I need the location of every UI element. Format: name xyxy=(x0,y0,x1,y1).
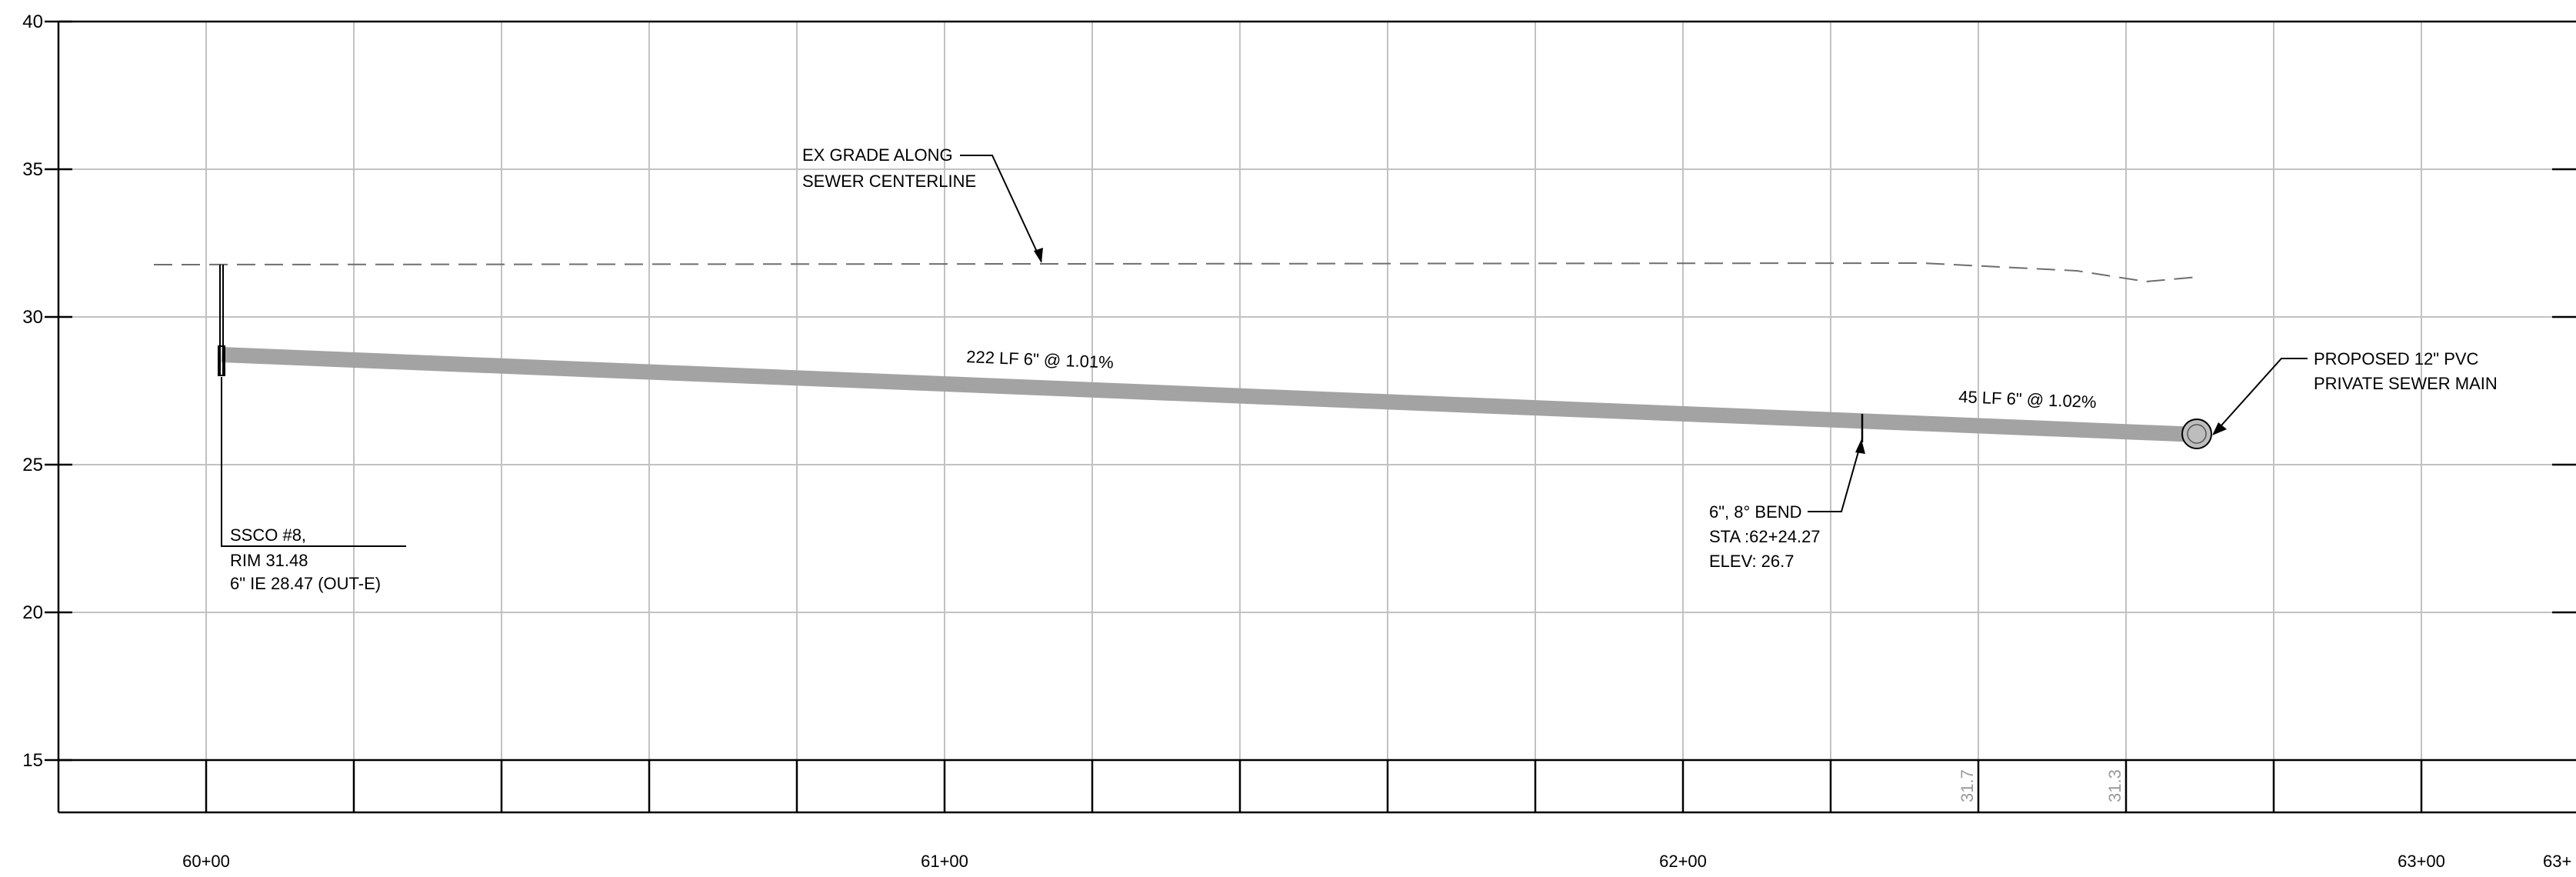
y-tick-label: 30 xyxy=(22,307,43,328)
ssco-leader xyxy=(221,377,406,547)
x-tick-label: 62+00 xyxy=(1659,852,1707,871)
ex-grade-leader xyxy=(960,155,1042,262)
proposed-main-leader xyxy=(2213,358,2308,435)
x-tick-label: 63+00 xyxy=(2398,852,2445,871)
existing-grade-line xyxy=(153,262,2199,283)
bend-label-line3: ELEV: 26.7 xyxy=(1709,552,1794,571)
y-axis-ticks xyxy=(45,20,72,762)
y-tick-label: 35 xyxy=(22,159,43,180)
profile-frame xyxy=(57,20,2576,814)
y-tick-label: 25 xyxy=(22,455,43,475)
ssco-label-line3: 6" IE 28.47 (OUT-E) xyxy=(230,574,381,593)
x-tick-label: 63+ xyxy=(2543,852,2571,871)
ssco-label-line1: SSCO #8, xyxy=(230,525,306,545)
ssco-cleanout-marker xyxy=(218,265,225,376)
bend-arrowhead xyxy=(1855,439,1865,454)
y-axis-labels: 40 35 30 25 20 15 xyxy=(22,12,43,771)
x-axis-labels: 60+00 61+00 62+00 63+00 63+ xyxy=(182,852,2571,871)
proposed-sewer-pipe xyxy=(221,347,2199,442)
proposed-main-arrowhead xyxy=(2212,422,2227,435)
ex-grade-label-line1: EX GRADE ALONG xyxy=(802,145,953,165)
bend-label-line2: STA :62+24.27 xyxy=(1709,527,1821,546)
proposed-main-manhole xyxy=(2181,418,2212,449)
bend-leader xyxy=(1808,440,1862,512)
ssco-label-line2: RIM 31.48 xyxy=(230,551,308,570)
band-grade-value: 31.3 xyxy=(2105,769,2124,802)
y-tick-label: 15 xyxy=(22,750,43,771)
station-band-dividers xyxy=(205,760,2423,812)
ex-grade-arrowhead xyxy=(1034,248,1043,263)
x-tick-label: 60+00 xyxy=(182,852,230,871)
bend-label-line1: 6", 8° BEND xyxy=(1709,502,1802,522)
band-grade-value: 31.7 xyxy=(1958,769,1977,802)
proposed-main-label-line2: PRIVATE SEWER MAIN xyxy=(2314,374,2498,393)
y-axis-ticks-right xyxy=(2552,168,2576,614)
y-tick-label: 20 xyxy=(22,602,43,623)
y-tick-label: 40 xyxy=(22,12,43,32)
x-tick-label: 61+00 xyxy=(921,852,968,871)
ex-grade-label-line2: SEWER CENTERLINE xyxy=(802,172,976,191)
horizontal-grid xyxy=(58,168,2576,613)
proposed-main-label-line1: PROPOSED 12" PVC xyxy=(2314,349,2479,368)
